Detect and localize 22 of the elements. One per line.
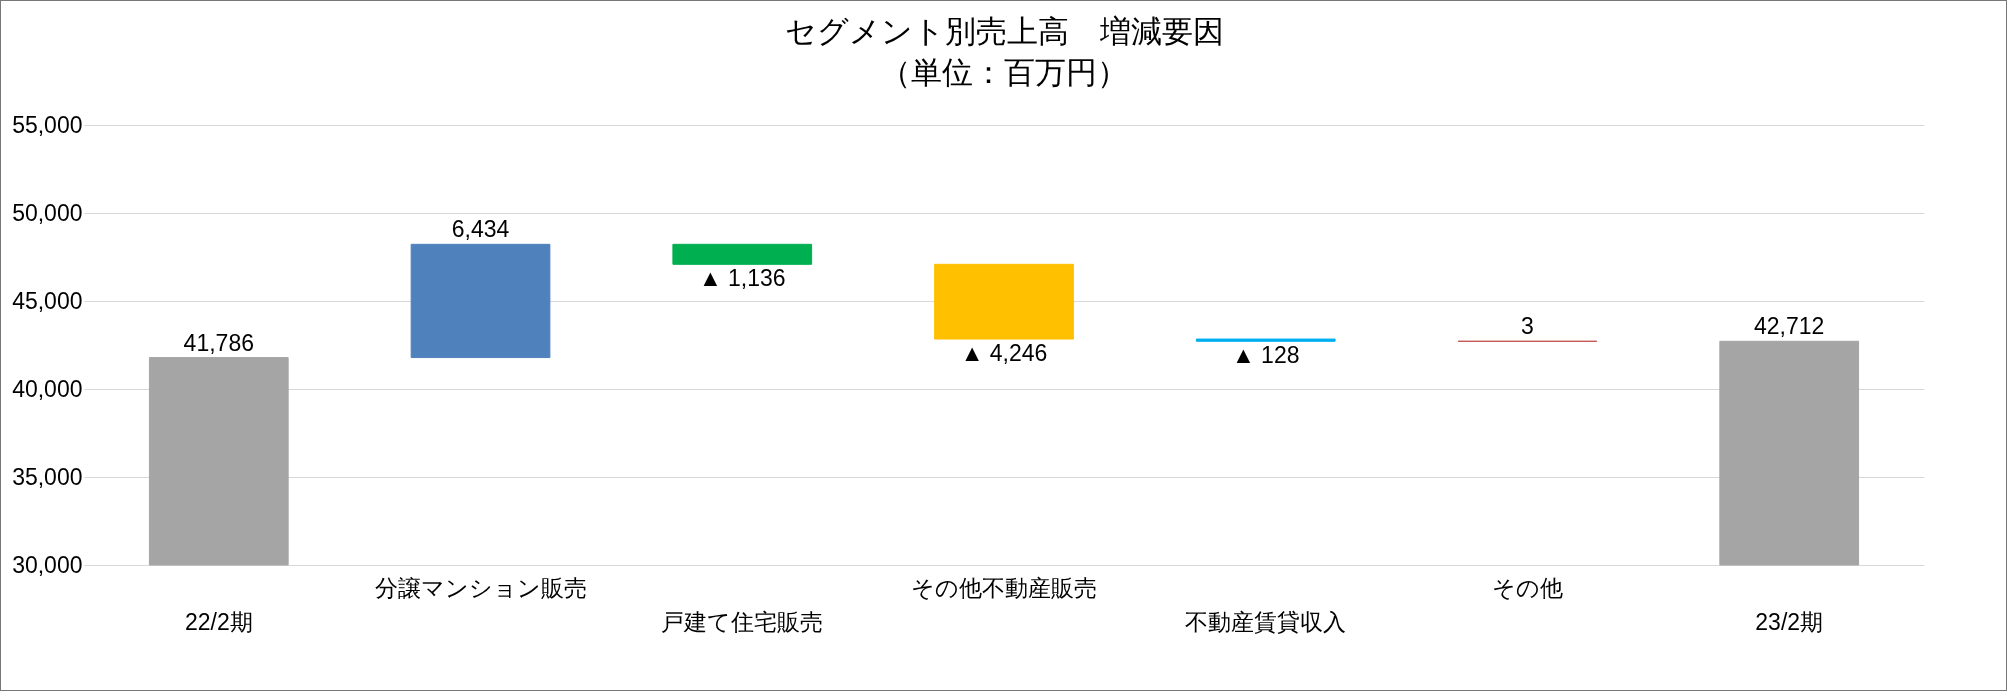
y-tick-label: 40,000 xyxy=(12,375,83,402)
data-label: 6,434 xyxy=(451,216,510,243)
y-tick-label: 35,000 xyxy=(12,463,83,490)
data-label: ▲ 128 xyxy=(1231,342,1300,369)
chart-subtitle: （単位：百万円） xyxy=(880,55,1128,90)
x-tick-label: 不動産賃貸収入 xyxy=(1185,608,1347,635)
x-tick-label: 戸建て住宅販売 xyxy=(661,608,824,635)
x-tick-label: その他不動産販売 xyxy=(911,574,1097,601)
y-tick-label: 30,000 xyxy=(12,551,83,578)
x-tick-label: 22/2期 xyxy=(184,608,253,635)
data-label: 3 xyxy=(1521,313,1534,340)
x-tick-label: その他 xyxy=(1491,574,1563,601)
y-tick-label: 45,000 xyxy=(12,287,83,314)
data-label: 41,786 xyxy=(183,329,254,356)
x-tick-label: 分譲マンション販売 xyxy=(374,574,587,601)
chart-title: セグメント別売上高 増減要因 xyxy=(784,14,1224,49)
y-tick-label: 50,000 xyxy=(12,199,83,226)
x-tick-label: 23/2期 xyxy=(1755,608,1824,635)
data-label: ▲ 1,136 xyxy=(698,265,786,292)
y-tick-label: 55,000 xyxy=(12,111,83,138)
data-label: ▲ 4,246 xyxy=(960,340,1048,367)
data-label: 42,712 xyxy=(1754,313,1825,340)
